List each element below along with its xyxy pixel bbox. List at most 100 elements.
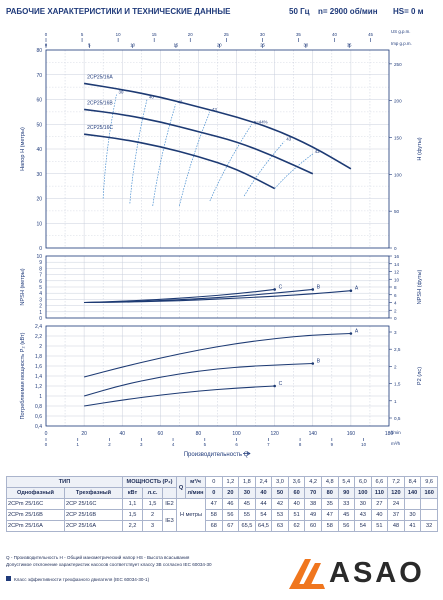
q-lmin-cell: 30 (238, 487, 256, 499)
x-tick-label: 40 (119, 431, 125, 437)
table-cell: 2CP 25/16A (64, 520, 123, 532)
series-end-point (273, 288, 276, 291)
type-header: ТИП (6, 476, 123, 488)
table-cell (420, 498, 438, 510)
y-tick-label: 2 (39, 304, 42, 310)
kw-header: кВт (122, 487, 143, 499)
spec-table-body: 2CPm 25/16C 2CP 25/16C 1,1 1,5 IE2 H метры 47 4… (6, 498, 438, 532)
y-tick-label: 1,4 (35, 374, 42, 380)
notes-line-2: Допустимое отклонение характеристик насо… (6, 562, 212, 567)
x2-tick-label: 2 (108, 442, 111, 447)
top-axis-us-label: 25 (224, 32, 229, 37)
table-cell: 35 (320, 498, 339, 510)
table-cell: 63 (271, 520, 289, 532)
table-cell: 56 (337, 520, 356, 532)
table-cell: 51 (370, 520, 389, 532)
q-lmin-cell: 140 (403, 487, 422, 499)
y-tick-label: 40 (36, 147, 42, 153)
q-lmin-cell: 60 (287, 487, 306, 499)
x-axis-label: Производительность Q (184, 452, 249, 458)
q-lmin-cell: 50 (271, 487, 289, 499)
notes-line-3: Класс эффективности трехфазного двигател… (14, 577, 150, 582)
table-cell: 2CPm 25/16A (6, 520, 65, 532)
right-tick-label: 250 (394, 62, 402, 67)
y-tick-label: 1,2 (35, 384, 42, 390)
y-tick-label: 4 (39, 291, 42, 297)
y-tick-label: 6 (39, 279, 42, 285)
q-lmin-cell: 0 (205, 487, 223, 499)
x2-tick-label: 9 (331, 442, 334, 447)
x-tick-label: 80 (196, 431, 202, 437)
y-tick-label: 60 (36, 98, 42, 104)
efficiency-label: 30 (119, 90, 124, 95)
series-line-B (83, 362, 313, 397)
q-m3h-cell: 4,8 (320, 476, 339, 488)
ie-marker-icon (6, 576, 11, 581)
x-axis-arrow-icon (243, 451, 251, 456)
top-axis-us-label: 40 (332, 32, 337, 37)
table-cell: 27 (370, 498, 389, 510)
y-tick-label: 0 (39, 316, 42, 322)
table-cell: 45 (337, 509, 356, 521)
efficiency-line (274, 153, 313, 189)
y-tick-label: 0,6 (35, 414, 42, 420)
right-tick-label: 6 (394, 293, 397, 298)
table-cell: 2CP 25/16C (64, 498, 123, 510)
right-tick-label: 1,5 (394, 382, 401, 387)
efficiency-label: 40 (149, 95, 154, 100)
right-tick-label: 150 (394, 136, 402, 141)
x-tick-label: 20 (81, 431, 87, 437)
y-tick-label: 8 (39, 266, 42, 272)
table-cell (403, 498, 422, 510)
q-m3h-cell: 6,0 (354, 476, 372, 488)
efficiency-line (243, 141, 285, 197)
table-cell (420, 509, 438, 521)
top-axis-imp-label: 10 (130, 43, 135, 48)
q-lmin-cell: 20 (221, 487, 240, 499)
series-end-point (311, 362, 315, 365)
efficiency-line (129, 99, 148, 204)
suction-height-label: HS= 0 м (393, 7, 424, 16)
y-tick-label: 3 (39, 297, 42, 303)
table-cell: 2 (142, 509, 163, 521)
x2-tick-label: 4 (172, 442, 175, 447)
x-tick-label: 180 (385, 431, 394, 437)
q-lmin-cell: 160 (420, 487, 438, 499)
y-tick-label: 1 (39, 394, 42, 400)
three-phase-header: Трехфазный (64, 487, 123, 499)
x-unit2-label: m³/h (391, 441, 401, 446)
table-cell: 2CPm 25/16B (6, 509, 65, 521)
q-m3h-cell: 1,8 (238, 476, 256, 488)
top-axis-imp-label: 35 (347, 43, 352, 48)
y-tick-label: 1,8 (35, 354, 42, 360)
right-tick-label: 0 (394, 246, 397, 251)
y-tick-label: 0,4 (35, 424, 42, 430)
y-tick-label: 50 (36, 122, 42, 128)
y-tick-label: 20 (36, 197, 42, 203)
x2-tick-label: 0 (45, 442, 48, 447)
table-cell: 24 (387, 498, 405, 510)
plot-frame (45, 325, 390, 427)
series-label: 2CP25/16A (87, 74, 113, 80)
right-tick-label: 3 (394, 330, 397, 335)
series-label: A (355, 286, 359, 292)
top-axis-imp-label: 15 (174, 43, 179, 48)
table-cell: 55 (238, 509, 256, 521)
q-lmin-cell: 110 (370, 487, 389, 499)
top-axis-us-label: 20 (188, 32, 193, 37)
y-axis-label-right: NPSH (футы) (417, 269, 423, 304)
q-lmin-cell: 40 (254, 487, 273, 499)
series-label: C (279, 284, 283, 290)
top-axis-imp-label: 30 (304, 43, 309, 48)
plot-frame (45, 49, 390, 249)
right-tick-label: 1 (394, 399, 397, 404)
efficiency-line (102, 94, 117, 199)
x-tick-label: 140 (309, 431, 318, 437)
right-tick-label: 0,5 (394, 416, 401, 421)
x2-tick-label: 3 (140, 442, 143, 447)
q-m3h-cell: 7,2 (387, 476, 405, 488)
table-header-row-1: ТИП МОЩНОСТЬ (P₂) Q м³/ч 0 1,2 1,8 2,4 3… (6, 476, 438, 499)
table-cell: 67 (221, 520, 240, 532)
series-line-A (83, 332, 351, 378)
